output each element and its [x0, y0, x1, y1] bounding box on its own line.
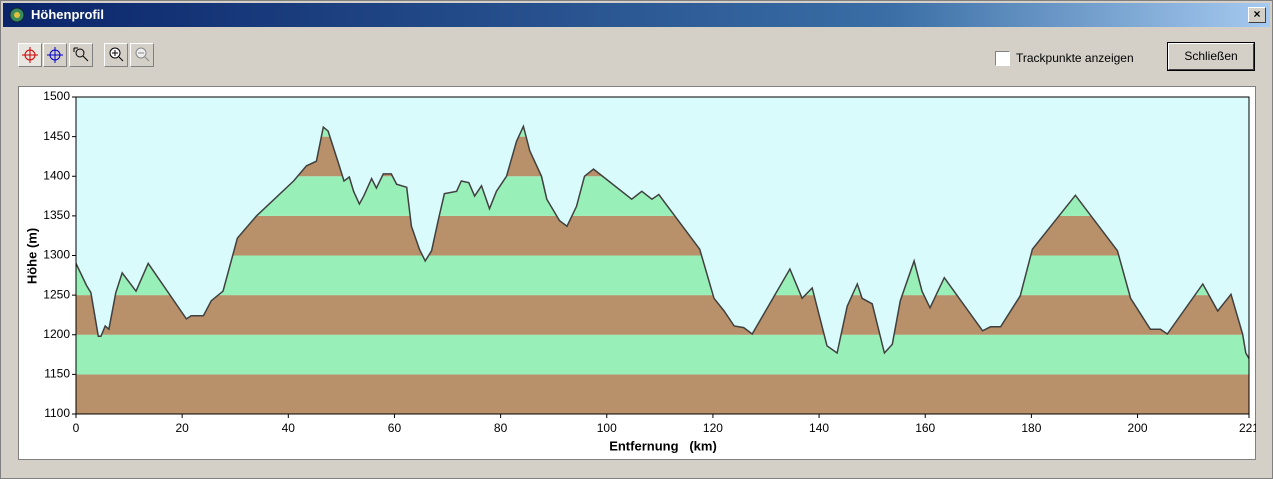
x-tick-label: 100	[597, 421, 617, 435]
y-tick-label: 1300	[43, 248, 70, 262]
x-tick-label: 200	[1128, 421, 1148, 435]
y-tick-label: 1450	[43, 129, 70, 143]
x-tick-label: 0	[73, 421, 80, 435]
y-tick-label: 1500	[43, 89, 70, 103]
y-tick-label: 1150	[44, 367, 70, 381]
x-tick-label: 20	[175, 421, 189, 435]
window-title: Höhenprofil	[31, 7, 104, 22]
tool-zoom-out[interactable]	[130, 43, 154, 67]
y-tick-label: 1350	[43, 208, 70, 222]
tool-crosshair-blue[interactable]	[43, 43, 67, 67]
y-tick-label: 1100	[44, 406, 70, 420]
elevation-line	[75, 124, 1250, 359]
checkbox-label[interactable]: Trackpunkte anzeigen	[1016, 51, 1134, 65]
y-tick-label: 1250	[43, 287, 70, 301]
x-tick-label: 120	[703, 421, 723, 435]
tool-zoom-select[interactable]	[69, 43, 93, 67]
close-window[interactable]: ×	[1248, 7, 1266, 23]
elevation-band	[76, 255, 1249, 296]
x-tick-label: 80	[494, 421, 508, 435]
y-tick-label: 1400	[43, 168, 70, 182]
chart: Höhe (m) Entfernung (km) 110011501200125…	[18, 86, 1256, 460]
elevation-band	[76, 334, 1249, 375]
x-tick-label: 60	[388, 421, 402, 435]
x-tick-label: 221	[1239, 421, 1256, 435]
x-tick-label: 140	[809, 421, 829, 435]
elevation-band	[76, 295, 1249, 335]
tool-zoom-in[interactable]	[104, 43, 128, 67]
title-bar: Höhenprofil ×	[3, 3, 1270, 27]
x-tick-label: 160	[915, 421, 935, 435]
checkbox[interactable]	[995, 51, 1010, 66]
close-button[interactable]: Schließen	[1167, 42, 1255, 71]
x-tick-label: 40	[282, 421, 296, 435]
x-tick-label: 180	[1021, 421, 1041, 435]
x-axis-label: Entfernung (km)	[609, 438, 717, 453]
y-tick-label: 1200	[43, 327, 70, 341]
tool-crosshair-red[interactable]	[18, 43, 42, 67]
y-axis-label: Höhe (m)	[24, 228, 39, 284]
app-icon	[9, 7, 25, 23]
elevation-band	[76, 374, 1249, 414]
